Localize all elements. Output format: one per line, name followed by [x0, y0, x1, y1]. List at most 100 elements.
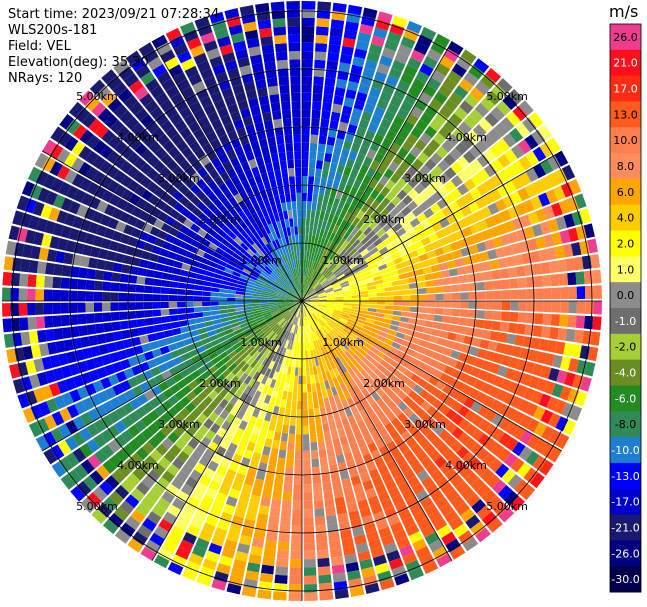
velocity-gate — [61, 392, 74, 407]
velocity-gate — [483, 148, 497, 163]
velocity-gate — [360, 369, 369, 379]
velocity-gate — [423, 243, 434, 253]
velocity-gate — [323, 490, 334, 500]
velocity-gate — [383, 314, 393, 320]
velocity-gate — [350, 142, 361, 153]
velocity-gate — [261, 385, 270, 395]
velocity-gate — [459, 309, 469, 318]
velocity-gate — [28, 421, 43, 438]
velocity-gate — [302, 292, 304, 301]
velocity-gate — [363, 102, 376, 114]
velocity-gate — [72, 431, 86, 447]
velocity-gate — [501, 468, 516, 484]
velocity-gate — [489, 330, 500, 342]
velocity-gate — [334, 306, 344, 310]
velocity-gate — [313, 76, 324, 86]
velocity-gate — [496, 100, 512, 116]
velocity-gate — [357, 280, 367, 286]
velocity-gate — [308, 278, 314, 287]
velocity-gate — [308, 226, 314, 236]
velocity-gate — [317, 219, 323, 229]
velocity-gate — [48, 207, 61, 222]
velocity-gate — [338, 276, 347, 282]
velocity-gate — [57, 423, 72, 439]
velocity-gate — [195, 482, 208, 495]
velocity-gate — [533, 422, 548, 437]
velocity-gate — [88, 221, 100, 235]
velocity-gate — [318, 301, 327, 304]
velocity-gate — [323, 431, 332, 441]
velocity-gate — [288, 433, 296, 443]
velocity-gate — [375, 193, 386, 204]
velocity-gate — [444, 468, 459, 482]
velocity-gate — [52, 276, 62, 289]
velocity-gate — [548, 367, 560, 382]
colorbar-tick-label: -8.0 — [615, 418, 636, 431]
velocity-gate — [342, 37, 356, 48]
velocity-gate — [492, 311, 502, 321]
velocity-gate — [96, 259, 107, 270]
velocity-gate — [281, 356, 287, 366]
velocity-gate — [182, 503, 197, 517]
velocity-gate — [303, 558, 316, 568]
velocity-gate — [341, 240, 349, 249]
velocity-gate — [103, 496, 118, 512]
velocity-gate — [515, 384, 528, 398]
velocity-gate — [248, 415, 258, 426]
velocity-gate — [270, 413, 278, 424]
velocity-gate — [103, 322, 113, 333]
velocity-gate — [576, 359, 588, 375]
velocity-gate — [470, 442, 484, 456]
velocity-gate — [436, 198, 449, 210]
velocity-gate — [368, 304, 377, 309]
velocity-gate — [427, 139, 441, 152]
velocity-gate — [440, 482, 455, 496]
velocity-gate — [267, 319, 276, 326]
velocity-gate — [468, 346, 480, 357]
velocity-gate — [364, 185, 374, 196]
velocity-gate — [297, 334, 301, 343]
velocity-gate — [78, 267, 88, 279]
velocity-gate — [228, 362, 238, 372]
velocity-gate — [471, 414, 484, 428]
velocity-gate — [352, 267, 362, 275]
velocity-gate — [66, 404, 80, 419]
velocity-gate — [355, 40, 370, 51]
velocity-gate — [339, 363, 348, 373]
velocity-gate — [473, 232, 484, 244]
velocity-gate — [308, 315, 314, 324]
velocity-gate — [141, 343, 152, 353]
velocity-gate — [12, 210, 24, 226]
velocity-gate — [463, 164, 477, 178]
velocity-gate — [472, 210, 485, 222]
velocity-gate — [321, 169, 329, 179]
velocity-gate — [320, 346, 326, 356]
velocity-gate — [96, 366, 108, 379]
velocity-gate — [168, 288, 178, 295]
velocity-gate — [487, 495, 503, 511]
velocity-gate — [353, 430, 364, 441]
velocity-gate — [212, 318, 222, 325]
velocity-gate — [302, 301, 311, 303]
velocity-gate — [374, 255, 384, 263]
velocity-gate — [208, 411, 219, 423]
velocity-gate — [471, 253, 482, 264]
velocity-gate — [329, 162, 338, 172]
velocity-gate — [416, 275, 426, 282]
velocity-gate — [518, 399, 531, 413]
velocity-gate — [302, 67, 313, 77]
velocity-gate — [461, 136, 475, 150]
velocity-gate — [210, 287, 220, 293]
velocity-gate — [27, 166, 42, 183]
velocity-gate — [411, 337, 421, 345]
velocity-gate — [322, 161, 331, 171]
velocity-gate — [155, 331, 166, 340]
velocity-gate — [330, 472, 341, 482]
velocity-gate — [264, 368, 272, 378]
velocity-gate — [390, 172, 401, 184]
velocity-gate — [316, 541, 329, 551]
velocity-gate — [162, 388, 174, 399]
velocity-gate — [313, 322, 319, 331]
velocity-gate — [169, 444, 182, 457]
velocity-gate — [97, 502, 113, 518]
